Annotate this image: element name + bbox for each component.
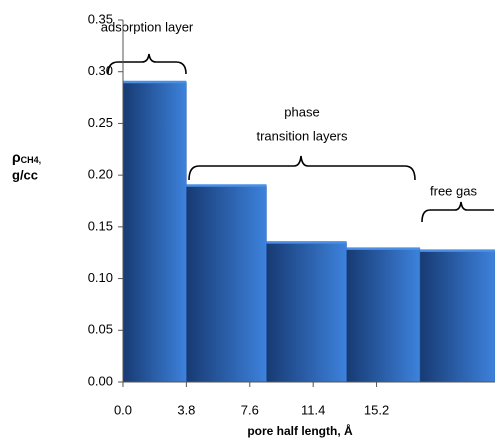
annotation: adsorption layer bbox=[101, 19, 194, 34]
brace bbox=[421, 201, 494, 223]
x-label: pore half length, Å bbox=[247, 423, 353, 438]
x-tick-label: 15.2 bbox=[364, 402, 389, 417]
x-tick-label: 7.6 bbox=[241, 402, 259, 417]
bars bbox=[122, 80, 495, 383]
y-tick-label: 0.25 bbox=[88, 115, 113, 130]
bar bbox=[346, 248, 421, 383]
annotation: phase bbox=[284, 104, 319, 119]
y-tick-label: 0.05 bbox=[88, 322, 113, 337]
y-tick-label: 0.35 bbox=[88, 11, 113, 26]
y-tick-label: 0.00 bbox=[88, 373, 113, 388]
annotation: transition layers bbox=[256, 128, 348, 143]
y-tick-label: 0.20 bbox=[88, 167, 113, 182]
y-label-subscript: CH4, bbox=[21, 155, 42, 165]
x-tick-label: 3.8 bbox=[177, 402, 195, 417]
bar bbox=[419, 250, 495, 383]
bar bbox=[122, 81, 187, 383]
y-label: ρCH4, bbox=[12, 149, 41, 166]
x-tick-label: 0.0 bbox=[114, 402, 132, 417]
y-label-unit: g/cc bbox=[12, 167, 38, 182]
y-label-symbol: ρ bbox=[12, 149, 21, 165]
brace bbox=[107, 53, 187, 75]
bar bbox=[266, 242, 347, 383]
x-tick-label: 11.4 bbox=[301, 402, 325, 417]
y-tick-label: 0.30 bbox=[88, 63, 113, 78]
annotation: free gas bbox=[430, 183, 477, 198]
brace bbox=[188, 155, 416, 181]
y-tick-label: 0.15 bbox=[88, 218, 113, 233]
bar bbox=[186, 185, 267, 383]
y-tick-label: 0.10 bbox=[88, 270, 113, 285]
